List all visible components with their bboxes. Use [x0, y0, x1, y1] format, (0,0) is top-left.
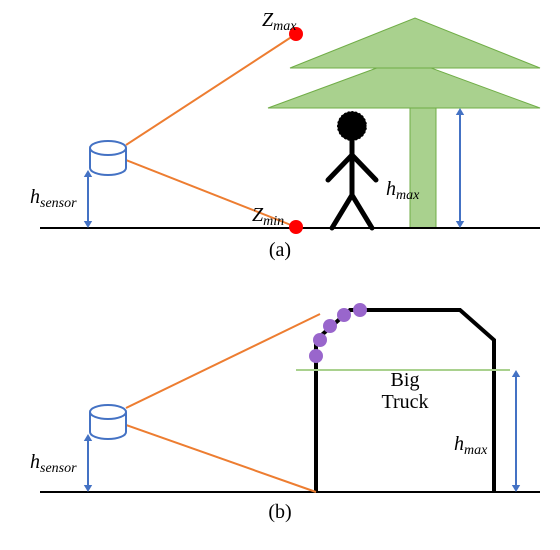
lidar-point	[323, 319, 337, 333]
zmin-point	[289, 220, 303, 234]
panel-b: BigTruck hsensor hmax (b)	[30, 303, 540, 523]
tree-foliage-upper	[290, 18, 540, 68]
ray-lower	[126, 425, 316, 492]
lidar-point	[337, 308, 351, 322]
panel-a: ZmaxZminhsensorhmax(a)	[30, 9, 540, 261]
panel-b-caption: (b)	[268, 501, 291, 523]
zmin-label: Zmin	[252, 204, 284, 229]
sensor-icon	[90, 141, 126, 175]
ray-upper	[126, 34, 296, 145]
h-max-label: hmax	[454, 433, 488, 458]
lidar-point	[313, 333, 327, 347]
h-sensor-label: hsensor	[30, 451, 77, 476]
sensor-icon	[90, 405, 126, 439]
lidar-point	[309, 349, 323, 363]
panel-a-caption: (a)	[269, 239, 291, 261]
h-sensor-label: hsensor	[30, 186, 77, 211]
person-icon	[328, 111, 376, 228]
tree-trunk	[410, 108, 436, 228]
truck-label-1: Big	[391, 369, 420, 391]
lidar-point	[353, 303, 367, 317]
truck-label-2: Truck	[381, 391, 428, 413]
zmax-label: Zmax	[262, 9, 297, 34]
ray-upper	[126, 314, 320, 408]
